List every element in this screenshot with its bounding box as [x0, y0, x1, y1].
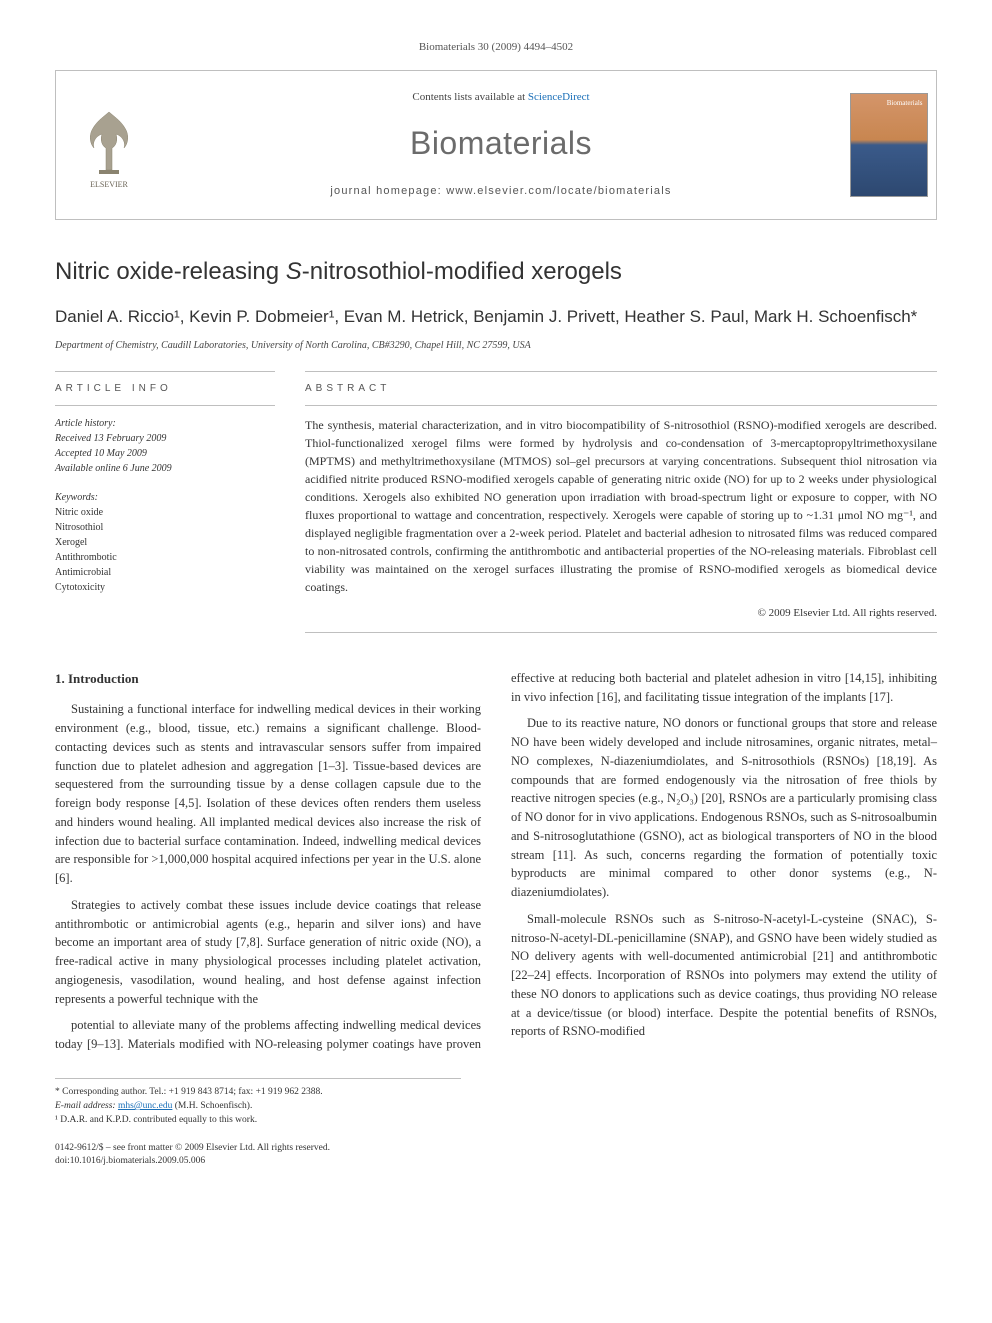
- keywords-block: Keywords: Nitric oxide Nitrosothiol Xero…: [55, 490, 275, 595]
- email-line: E-mail address: mhs@unc.edu (M.H. Schoen…: [55, 1099, 461, 1113]
- article-history: Article history: Received 13 February 20…: [55, 416, 275, 476]
- svg-text:ELSEVIER: ELSEVIER: [90, 180, 128, 189]
- affiliation: Department of Chemistry, Caudill Laborat…: [55, 339, 937, 354]
- homepage-label: journal homepage:: [330, 185, 446, 197]
- keyword-item: Nitric oxide: [55, 505, 275, 520]
- history-received: Received 13 February 2009: [55, 431, 275, 446]
- author-list: Daniel A. Riccio¹, Kevin P. Dobmeier¹, E…: [55, 305, 937, 329]
- abstract-copyright: © 2009 Elsevier Ltd. All rights reserved…: [305, 606, 937, 622]
- title-part1: Nitric oxide-releasing: [55, 258, 286, 285]
- doi-line: doi:10.1016/j.biomaterials.2009.05.006: [55, 1155, 937, 1168]
- elsevier-tree-logo: ELSEVIER: [74, 100, 144, 190]
- contribution-note: ¹ D.A.R. and K.P.D. contributed equally …: [55, 1113, 461, 1127]
- copyright-line: 0142-9612/$ – see front matter © 2009 El…: [55, 1142, 937, 1155]
- body-text: 1. Introduction Sustaining a functional …: [55, 669, 937, 1054]
- email-label: E-mail address:: [55, 1101, 118, 1111]
- history-accepted: Accepted 10 May 2009: [55, 446, 275, 461]
- homepage-url: www.elsevier.com/locate/biomaterials: [446, 185, 671, 197]
- body-paragraph: Sustaining a functional interface for in…: [55, 700, 481, 888]
- body-paragraph: Small-molecule RSNOs such as S-nitroso-N…: [511, 910, 937, 1041]
- contents-available-line: Contents lists available at ScienceDirec…: [161, 90, 841, 106]
- keyword-item: Antimicrobial: [55, 565, 275, 580]
- contents-prefix: Contents lists available at: [412, 91, 527, 103]
- keyword-item: Antithrombotic: [55, 550, 275, 565]
- journal-cover-thumbnail: [850, 93, 928, 197]
- abstract-text: The synthesis, material characterization…: [305, 416, 937, 596]
- keyword-item: Nitrosothiol: [55, 520, 275, 535]
- front-matter-line: 0142-9612/$ – see front matter © 2009 El…: [55, 1142, 937, 1169]
- intro-heading: 1. Introduction: [55, 669, 481, 689]
- email-link[interactable]: mhs@unc.edu: [118, 1101, 172, 1111]
- keyword-item: Cytotoxicity: [55, 580, 275, 595]
- abstract-label: ABSTRACT: [305, 371, 937, 406]
- abstract-bottom-rule: [305, 632, 937, 633]
- article-title: Nitric oxide-releasing S-nitrosothiol-mo…: [55, 256, 937, 287]
- title-italic-S: S: [286, 258, 302, 285]
- history-online: Available online 6 June 2009: [55, 461, 275, 476]
- keywords-heading: Keywords:: [55, 490, 275, 505]
- email-suffix: (M.H. Schoenfisch).: [172, 1101, 252, 1111]
- body-paragraph: Strategies to actively combat these issu…: [55, 896, 481, 1009]
- footnotes: * Corresponding author. Tel.: +1 919 843…: [55, 1078, 461, 1128]
- cover-thumbnail-cell: [841, 71, 936, 219]
- running-header: Biomaterials 30 (2009) 4494–4502: [55, 40, 937, 56]
- journal-name: Biomaterials: [161, 120, 841, 166]
- history-heading: Article history:: [55, 416, 275, 431]
- publisher-logo-cell: ELSEVIER: [56, 71, 161, 219]
- keyword-item: Xerogel: [55, 535, 275, 550]
- article-info-label: ARTICLE INFO: [55, 371, 275, 406]
- journal-banner: ELSEVIER Contents lists available at Sci…: [55, 70, 937, 220]
- journal-homepage: journal homepage: www.elsevier.com/locat…: [161, 184, 841, 200]
- body-paragraph: Due to its reactive nature, NO donors or…: [511, 714, 937, 902]
- corresponding-author: * Corresponding author. Tel.: +1 919 843…: [55, 1085, 461, 1099]
- sciencedirect-link[interactable]: ScienceDirect: [528, 91, 590, 103]
- title-part2: -nitrosothiol-modified xerogels: [302, 258, 622, 285]
